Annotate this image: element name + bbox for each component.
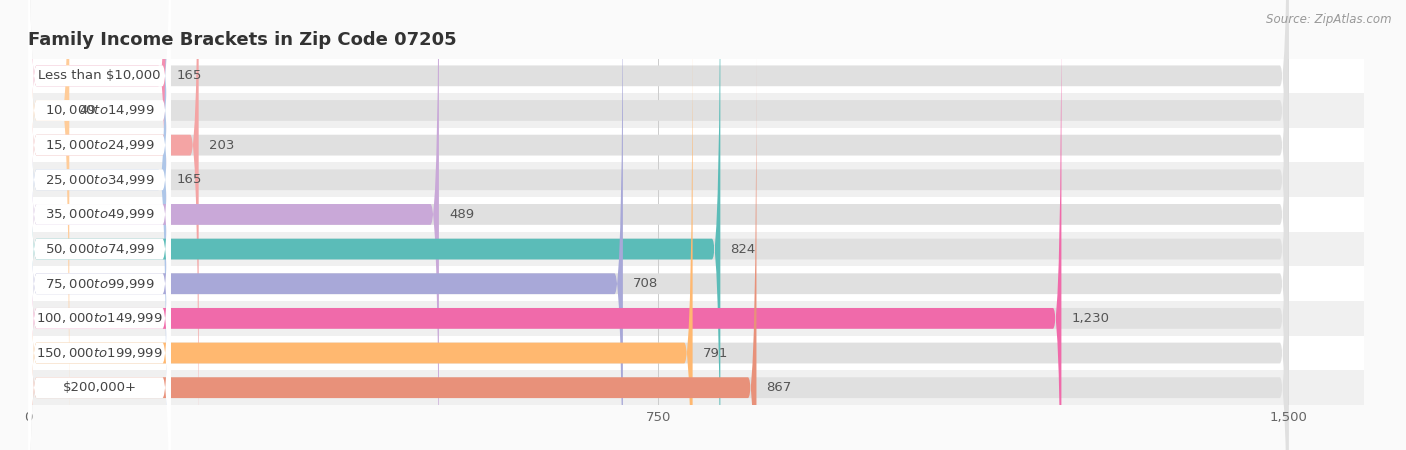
FancyBboxPatch shape bbox=[28, 52, 1288, 450]
Bar bbox=[28, 93, 1364, 128]
Bar bbox=[28, 336, 1364, 370]
FancyBboxPatch shape bbox=[28, 0, 172, 450]
Bar bbox=[28, 370, 1364, 405]
Text: 165: 165 bbox=[177, 69, 202, 82]
FancyBboxPatch shape bbox=[28, 17, 172, 450]
Text: $25,000 to $34,999: $25,000 to $34,999 bbox=[45, 173, 155, 187]
Text: $35,000 to $49,999: $35,000 to $49,999 bbox=[45, 207, 155, 221]
Text: Source: ZipAtlas.com: Source: ZipAtlas.com bbox=[1267, 14, 1392, 27]
Bar bbox=[28, 162, 1364, 197]
FancyBboxPatch shape bbox=[28, 0, 1288, 412]
Text: 824: 824 bbox=[730, 243, 755, 256]
FancyBboxPatch shape bbox=[28, 0, 439, 450]
Text: 1,230: 1,230 bbox=[1071, 312, 1109, 325]
Text: 165: 165 bbox=[177, 173, 202, 186]
Text: $10,000 to $14,999: $10,000 to $14,999 bbox=[45, 104, 155, 117]
Text: $100,000 to $149,999: $100,000 to $149,999 bbox=[37, 311, 163, 325]
FancyBboxPatch shape bbox=[28, 52, 756, 450]
Bar bbox=[28, 128, 1364, 162]
Bar bbox=[28, 266, 1364, 301]
FancyBboxPatch shape bbox=[28, 0, 172, 446]
FancyBboxPatch shape bbox=[28, 0, 172, 450]
Bar bbox=[28, 232, 1364, 266]
FancyBboxPatch shape bbox=[28, 0, 198, 450]
Text: $75,000 to $99,999: $75,000 to $99,999 bbox=[45, 277, 155, 291]
FancyBboxPatch shape bbox=[28, 17, 693, 450]
FancyBboxPatch shape bbox=[28, 0, 1288, 446]
Bar bbox=[28, 58, 1364, 93]
Text: $200,000+: $200,000+ bbox=[62, 381, 136, 394]
FancyBboxPatch shape bbox=[28, 0, 167, 412]
Text: Less than $10,000: Less than $10,000 bbox=[38, 69, 160, 82]
FancyBboxPatch shape bbox=[28, 0, 1288, 450]
Text: $150,000 to $199,999: $150,000 to $199,999 bbox=[37, 346, 163, 360]
FancyBboxPatch shape bbox=[28, 0, 172, 450]
Text: $50,000 to $74,999: $50,000 to $74,999 bbox=[45, 242, 155, 256]
Text: 203: 203 bbox=[208, 139, 235, 152]
FancyBboxPatch shape bbox=[28, 0, 69, 446]
FancyBboxPatch shape bbox=[28, 0, 172, 450]
Text: 708: 708 bbox=[633, 277, 658, 290]
FancyBboxPatch shape bbox=[28, 0, 172, 450]
FancyBboxPatch shape bbox=[28, 52, 172, 450]
FancyBboxPatch shape bbox=[28, 0, 623, 450]
FancyBboxPatch shape bbox=[28, 0, 720, 450]
FancyBboxPatch shape bbox=[28, 0, 1288, 450]
Text: 867: 867 bbox=[766, 381, 792, 394]
FancyBboxPatch shape bbox=[28, 0, 1288, 450]
FancyBboxPatch shape bbox=[28, 0, 167, 450]
FancyBboxPatch shape bbox=[28, 0, 1288, 450]
Text: Family Income Brackets in Zip Code 07205: Family Income Brackets in Zip Code 07205 bbox=[28, 31, 457, 49]
Text: 791: 791 bbox=[703, 346, 728, 360]
FancyBboxPatch shape bbox=[28, 0, 172, 450]
FancyBboxPatch shape bbox=[28, 0, 172, 412]
FancyBboxPatch shape bbox=[28, 0, 1062, 450]
Bar bbox=[28, 197, 1364, 232]
Text: 489: 489 bbox=[449, 208, 474, 221]
Text: 49: 49 bbox=[79, 104, 96, 117]
Text: $15,000 to $24,999: $15,000 to $24,999 bbox=[45, 138, 155, 152]
FancyBboxPatch shape bbox=[28, 0, 1288, 450]
Bar bbox=[28, 301, 1364, 336]
FancyBboxPatch shape bbox=[28, 17, 1288, 450]
FancyBboxPatch shape bbox=[28, 0, 1288, 450]
